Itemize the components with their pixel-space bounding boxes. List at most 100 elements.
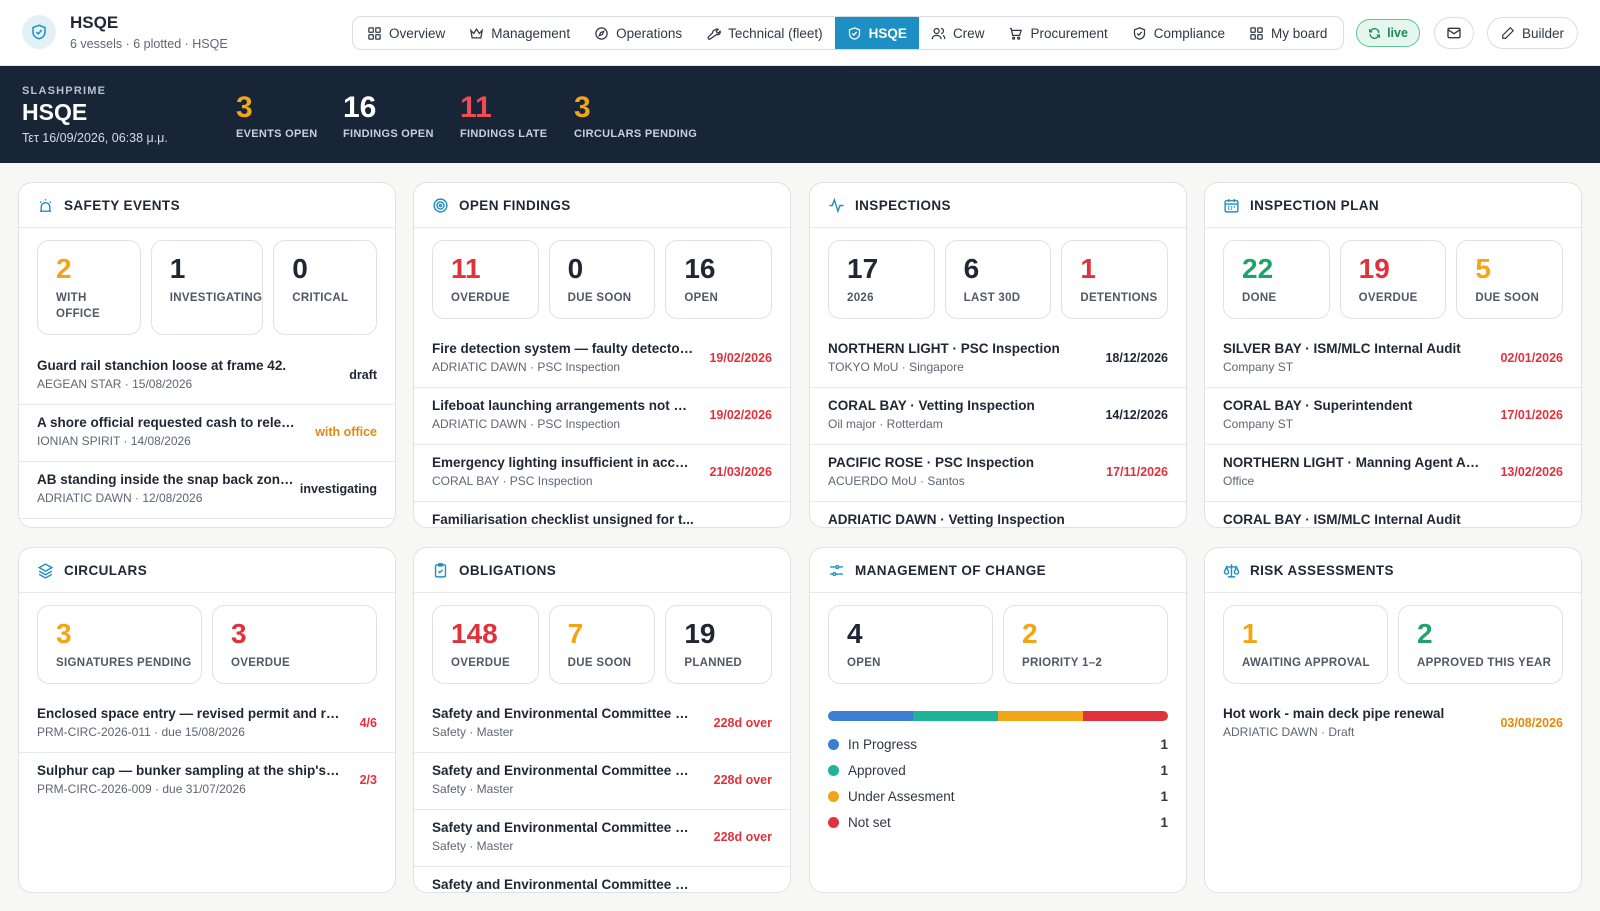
stat-tile-done[interactable]: 22 DONE — [1223, 240, 1330, 319]
plan-date: 02/01/2026 — [1500, 351, 1563, 365]
due-date: 21/03/2026 — [709, 465, 772, 479]
stat-value: 3 — [231, 618, 247, 649]
list-item[interactable]: Emergency lighting insufficient in acco.… — [414, 445, 790, 502]
stat-tile-approved-this-year[interactable]: 2 APPROVED THIS YEAR — [1398, 605, 1563, 684]
item-subtitle: Office — [1223, 474, 1255, 488]
event-list: Guard rail stanchion loose at frame 42. … — [19, 348, 395, 519]
tab-procurement[interactable]: Procurement — [996, 17, 1119, 49]
stat-label: OVERDUE — [451, 657, 510, 669]
stat-label: DUE SOON — [567, 292, 632, 304]
stat-tile-priority[interactable]: 2 PRIORITY 1–2 — [1003, 605, 1168, 684]
header-stat-circulars-pending: 3 CIRCULARS PENDING — [574, 91, 697, 140]
card-header: SAFETY EVENTS — [19, 183, 395, 228]
live-toggle[interactable]: live — [1356, 19, 1420, 47]
tab-management[interactable]: Management — [457, 17, 582, 49]
stat-label: WITH OFFICE — [56, 292, 100, 320]
list-item[interactable]: AB standing inside the snap back zone ..… — [19, 462, 395, 519]
card-obligations: OBLIGATIONS 148 OVERDUE 7 DUE SOON 19 PL… — [413, 547, 791, 893]
stat-tile-detentions[interactable]: 1 DETENTIONS — [1061, 240, 1169, 319]
tab-operations[interactable]: Operations — [582, 17, 694, 49]
list-item[interactable]: SILVER BAY · ISM/MLC Internal Audit Comp… — [1205, 331, 1581, 388]
list-item[interactable]: CORAL BAY · Vetting Inspection Oil major… — [810, 388, 1186, 445]
list-item[interactable]: Sulphur cap — bunker sampling at the shi… — [19, 753, 395, 810]
stat-tile-critical[interactable]: 0 CRITICAL — [273, 240, 377, 335]
tab-compliance[interactable]: Compliance — [1120, 17, 1237, 49]
tab-hsqe[interactable]: HSQE — [834, 17, 919, 49]
list-item[interactable]: Safety and Environmental Committee Me...… — [414, 810, 790, 867]
item-subtitle: IONIAN SPIRIT · 14/08/2026 — [37, 434, 191, 448]
item-subtitle: ADRIATIC DAWN · PSC Inspection — [432, 360, 621, 374]
stat-label: OVERDUE — [231, 657, 290, 669]
stat-tile-with-office[interactable]: 2 WITH OFFICE — [37, 240, 141, 335]
list-item[interactable]: NORTHERN LIGHT · Manning Agent Audit Off… — [1205, 445, 1581, 502]
list-item[interactable]: A shore official requested cash to relea… — [19, 405, 395, 462]
legend-count: 1 — [1160, 788, 1168, 804]
plan-date: 17/01/2026 — [1500, 408, 1563, 422]
list-item[interactable]: Safety and Environmental Committee Me...… — [414, 696, 790, 753]
list-item[interactable]: Safety and Environmental Committee Me...… — [414, 753, 790, 810]
inspection-date: 14/12/2026 — [1105, 408, 1168, 422]
list-item[interactable]: CORAL BAY · Superintendent Company ST 17… — [1205, 388, 1581, 445]
list-item[interactable]: Fire detection system — faulty detector … — [414, 331, 790, 388]
mail-button[interactable] — [1434, 17, 1474, 49]
stat-value: 0 — [292, 253, 308, 284]
list-item[interactable]: PACIFIC ROSE · PSC Inspection ACUERDO Mo… — [810, 445, 1186, 502]
inspection-list: NORTHERN LIGHT · PSC Inspection TOKYO Mo… — [810, 331, 1186, 527]
list-item[interactable]: Guard rail stanchion loose at frame 42. … — [19, 348, 395, 405]
list-item[interactable]: Hot work - main deck pipe renewal ADRIAT… — [1205, 696, 1581, 753]
legend-count: 1 — [1160, 736, 1168, 752]
stat-tiles: 17 2026 6 LAST 30D 1 DETENTIONS — [828, 240, 1169, 319]
stat-tile-open[interactable]: 4 OPEN — [828, 605, 993, 684]
list-item[interactable]: Lifeboat launching arrangements not op..… — [414, 388, 790, 445]
list-item[interactable]: NORTHERN LIGHT · PSC Inspection TOKYO Mo… — [810, 331, 1186, 388]
stat-tiles: 148 OVERDUE 7 DUE SOON 19 PLANNED — [432, 605, 773, 684]
stat-value: 2 — [1417, 618, 1433, 649]
stat-tile-open[interactable]: 16 OPEN — [665, 240, 773, 319]
card-management-of-change: MANAGEMENT OF CHANGE 4 OPEN 2 PRIORITY 1… — [809, 547, 1187, 893]
header-stat-events-open: 3 EVENTS OPEN — [236, 91, 318, 140]
due-date: 19/02/2026 — [709, 408, 772, 422]
tab-overview[interactable]: Overview — [353, 17, 457, 49]
stat-tile-overdue[interactable]: 148 OVERDUE — [432, 605, 539, 684]
stat-tile-overdue[interactable]: 3 OVERDUE — [212, 605, 377, 684]
layers-icon — [37, 562, 54, 579]
tab-crew[interactable]: Crew — [919, 17, 997, 49]
stat-tile-signatures-pending[interactable]: 3 SIGNATURES PENDING — [37, 605, 202, 684]
builder-button[interactable]: Builder — [1487, 17, 1578, 49]
stat-label: SIGNATURES PENDING — [56, 657, 192, 669]
tab-my-board[interactable]: My board — [1237, 17, 1339, 49]
stat-label: CIRCULARS PENDING — [574, 128, 698, 140]
legend-dot — [828, 816, 839, 828]
card-open-findings: OPEN FINDINGS 11 OVERDUE 0 DUE SOON 16 O… — [413, 182, 791, 528]
stat-tile-awaiting-approval[interactable]: 1 AWAITING APPROVAL — [1223, 605, 1388, 684]
header-stat-findings-open: 16 FINDINGS OPEN — [343, 91, 434, 140]
item-subtitle: Company ST — [1223, 360, 1294, 374]
card-header: INSPECTIONS — [810, 183, 1186, 228]
stat-tiles: 1 AWAITING APPROVAL 2 APPROVED THIS YEAR — [1223, 605, 1563, 684]
tab-technical-fleet[interactable]: Technical (fleet) — [694, 17, 835, 49]
list-item[interactable]: Familiarisation checklist unsigned for t… — [414, 502, 790, 527]
list-item[interactable]: CORAL BAY · ISM/MLC Internal Audit — [1205, 502, 1581, 527]
inspection-date: 18/12/2026 — [1105, 351, 1168, 365]
list-item[interactable]: Enclosed space entry — revised permit an… — [19, 696, 395, 753]
live-label: live — [1387, 26, 1408, 40]
stat-tile-2026[interactable]: 17 2026 — [828, 240, 935, 319]
stat-tile-last-30d[interactable]: 6 LAST 30D — [944, 240, 1052, 319]
stat-tile-due-soon[interactable]: 5 DUE SOON — [1456, 240, 1564, 319]
stat-label: OVERDUE — [451, 292, 510, 304]
list-item[interactable]: Safety and Environmental Committee Me... — [414, 867, 790, 892]
stat-tile-due-soon[interactable]: 7 DUE SOON — [548, 605, 656, 684]
stat-tile-investigating[interactable]: 1 INVESTIGATING — [150, 240, 264, 335]
users-icon — [931, 27, 946, 39]
legend-item-not-set: Not set 1 — [828, 809, 1168, 835]
tab-label: Operations — [616, 25, 683, 41]
stat-label: PLANNED — [684, 657, 743, 669]
stat-tile-due-soon[interactable]: 0 DUE SOON — [548, 240, 656, 319]
app-title: HSQE — [70, 13, 119, 32]
item-title: CORAL BAY · Vetting Inspection — [828, 398, 1035, 413]
list-item[interactable]: ADRIATIC DAWN · Vetting Inspection — [810, 502, 1186, 527]
stat-tile-overdue[interactable]: 11 OVERDUE — [432, 240, 539, 319]
stat-tile-planned[interactable]: 19 PLANNED — [665, 605, 773, 684]
stat-tiles: 4 OPEN 2 PRIORITY 1–2 — [828, 605, 1168, 684]
stat-tile-overdue[interactable]: 19 OVERDUE — [1339, 240, 1447, 319]
